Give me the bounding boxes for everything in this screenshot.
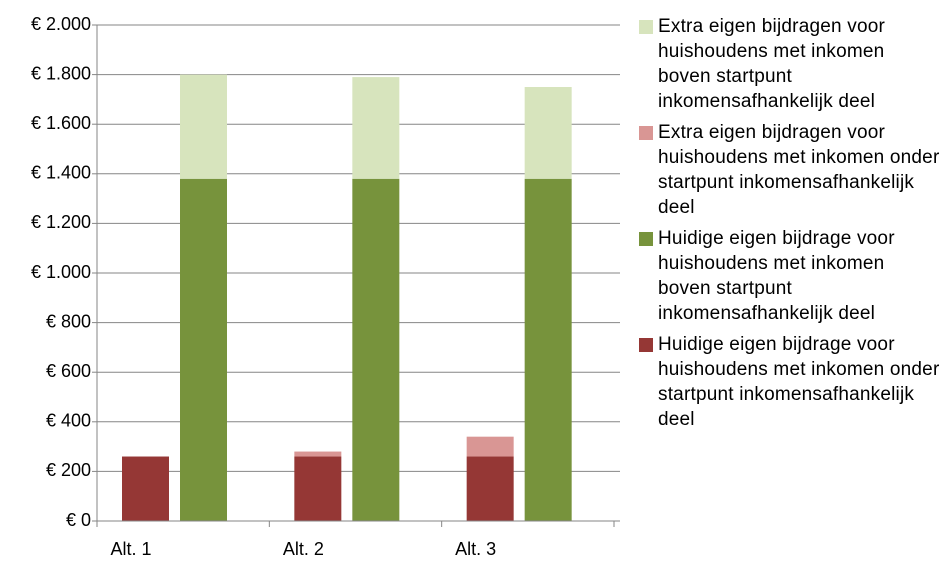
y-tick-label: € 800 bbox=[46, 311, 91, 331]
y-tick-label: € 1.600 bbox=[31, 113, 91, 133]
bar-segment bbox=[524, 87, 572, 179]
bar-segment bbox=[122, 456, 169, 521]
legend-label: Huidige eigen bijdrage voor huishoudens … bbox=[658, 228, 895, 324]
bar-segment bbox=[180, 178, 227, 521]
y-tick-label: € 400 bbox=[46, 411, 91, 431]
legend-item: Huidige eigen bijdrage voor huishoudens … bbox=[636, 226, 942, 326]
legend-swatch bbox=[639, 20, 653, 34]
x-tick-label: Alt. 2 bbox=[283, 539, 324, 559]
bar-segment bbox=[294, 456, 342, 521]
bar-segment bbox=[180, 74, 227, 179]
bar-segment bbox=[524, 178, 572, 521]
legend-label: Extra eigen bijdragen voor huishoudens m… bbox=[658, 122, 940, 218]
y-tick-label: € 2.000 bbox=[31, 14, 91, 34]
y-tick-label: € 200 bbox=[46, 460, 91, 480]
legend-item: Extra eigen bijdragen voor huishoudens m… bbox=[636, 120, 942, 220]
bar-segment bbox=[352, 77, 400, 179]
y-tick-label: € 600 bbox=[46, 361, 91, 381]
y-tick-label: € 1.200 bbox=[31, 212, 91, 232]
y-tick-label: € 0 bbox=[66, 510, 91, 530]
legend-label: Extra eigen bijdragen voor huishoudens m… bbox=[658, 16, 886, 112]
bar-segment bbox=[466, 456, 514, 521]
y-tick-label: € 1.000 bbox=[31, 262, 91, 282]
legend-swatch bbox=[639, 232, 653, 246]
legend-swatch bbox=[639, 126, 653, 140]
bar-segment bbox=[352, 178, 400, 521]
x-tick-label: Alt. 3 bbox=[455, 539, 496, 559]
y-tick-label: € 1.800 bbox=[31, 63, 91, 83]
legend-label: Huidige eigen bijdrage voor huishoudens … bbox=[658, 334, 940, 430]
legend-swatch bbox=[639, 338, 653, 352]
chart: € 0 € 200 € 400 € 600 € 800 € 1.000 € 1.200 € 1… bbox=[31, 14, 620, 559]
legend-item: Extra eigen bijdragen voor huishoudens m… bbox=[636, 14, 942, 114]
bar-segment bbox=[466, 436, 514, 457]
x-tick-label: Alt. 1 bbox=[110, 539, 151, 559]
legend-item: Huidige eigen bijdrage voor huishoudens … bbox=[636, 332, 942, 432]
legend: Extra eigen bijdragen voor huishoudens m… bbox=[636, 14, 942, 438]
bar-segment bbox=[294, 451, 342, 457]
y-tick-label: € 1.400 bbox=[31, 163, 91, 183]
